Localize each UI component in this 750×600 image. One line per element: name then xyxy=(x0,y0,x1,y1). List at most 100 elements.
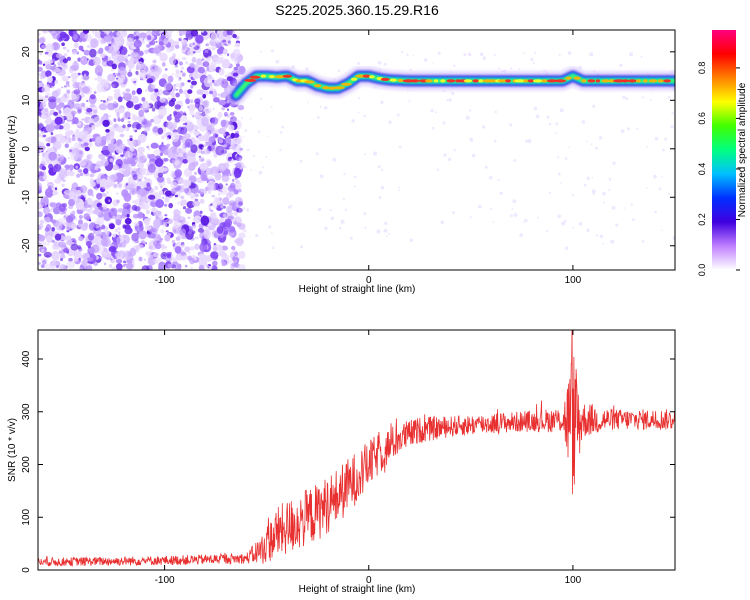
noise-speckle xyxy=(218,34,224,42)
noise-speckle xyxy=(215,216,219,220)
noise-speckle xyxy=(166,180,173,185)
noise-speckle xyxy=(125,88,131,93)
noise-speckle xyxy=(103,30,110,35)
noise-speckle-faint xyxy=(260,50,262,53)
noise-speckle xyxy=(54,79,58,85)
noise-speckle xyxy=(51,240,56,243)
noise-speckle xyxy=(122,96,125,99)
noise-speckle-faint xyxy=(353,175,357,179)
noise-speckle xyxy=(227,40,231,44)
noise-speckle xyxy=(225,75,227,77)
noise-speckle xyxy=(176,201,180,205)
noise-speckle xyxy=(120,214,127,219)
noise-speckle-faint xyxy=(555,122,559,126)
noise-speckle-faint xyxy=(519,233,524,238)
colorbar-label: Normalized spectral amplitude xyxy=(737,82,748,217)
noise-speckle xyxy=(134,129,138,133)
noise-speckle-faint xyxy=(661,176,663,178)
noise-speckle xyxy=(68,214,76,221)
noise-speckle xyxy=(179,89,183,94)
noise-speckle xyxy=(42,63,46,66)
noise-speckle xyxy=(43,175,48,181)
noise-speckle xyxy=(61,75,69,82)
noise-speckle xyxy=(43,206,50,215)
noise-speckle xyxy=(120,83,126,88)
noise-speckle xyxy=(109,207,118,216)
noise-speckle xyxy=(117,118,121,122)
spectrogram-y-tick-label: 0 xyxy=(21,146,32,152)
noise-speckle xyxy=(131,259,135,263)
noise-speckle xyxy=(163,38,169,45)
noise-speckle xyxy=(113,101,117,105)
noise-speckle xyxy=(111,63,118,70)
noise-speckle xyxy=(237,154,240,157)
noise-speckle xyxy=(237,104,245,111)
noise-speckle xyxy=(215,197,222,206)
noise-speckle xyxy=(127,71,133,77)
noise-speckle xyxy=(86,209,89,213)
noise-speckle xyxy=(85,240,92,247)
noise-speckle xyxy=(187,79,191,83)
noise-speckle xyxy=(188,37,192,40)
noise-speckle xyxy=(63,47,67,50)
noise-speckle xyxy=(128,69,131,72)
noise-speckle-faint xyxy=(572,226,575,229)
noise-speckle xyxy=(145,200,149,204)
noise-speckle xyxy=(118,231,121,235)
noise-speckle xyxy=(116,192,119,195)
noise-speckle-faint xyxy=(592,104,596,108)
noise-speckle xyxy=(214,56,222,65)
noise-speckle xyxy=(198,155,201,158)
noise-speckle xyxy=(136,61,145,70)
noise-speckle xyxy=(173,85,177,88)
noise-speckle xyxy=(213,82,218,87)
noise-speckle xyxy=(88,118,95,123)
noise-speckle-faint xyxy=(490,207,493,210)
noise-speckle-faint xyxy=(484,165,488,169)
noise-speckle-faint xyxy=(494,110,497,114)
noise-speckle xyxy=(233,210,238,216)
noise-speckle xyxy=(210,209,214,212)
noise-speckle xyxy=(113,118,117,122)
noise-speckle xyxy=(77,150,85,157)
noise-speckle xyxy=(166,121,174,129)
noise-speckle xyxy=(133,221,140,227)
noise-speckle xyxy=(227,53,230,57)
noise-speckle xyxy=(116,182,123,189)
noise-speckle-faint xyxy=(559,108,564,113)
noise-speckle xyxy=(89,103,96,108)
noise-speckle xyxy=(117,96,123,103)
noise-speckle-faint xyxy=(377,165,381,169)
noise-speckle xyxy=(41,152,47,158)
noise-speckle xyxy=(80,224,88,231)
noise-speckle xyxy=(166,137,170,140)
ridge-hotspot xyxy=(643,79,648,83)
noise-speckle xyxy=(197,135,207,142)
noise-speckle xyxy=(184,246,191,253)
noise-speckle xyxy=(162,73,168,80)
noise-speckle xyxy=(189,109,195,116)
noise-speckle xyxy=(234,143,238,147)
noise-speckle xyxy=(162,222,167,228)
noise-speckle xyxy=(42,134,47,138)
noise-speckle xyxy=(234,138,238,142)
noise-speckle xyxy=(81,58,85,61)
noise-speckle xyxy=(201,58,204,62)
noise-speckle xyxy=(190,99,194,104)
noise-speckle-faint xyxy=(641,240,645,243)
ridge-hotspot xyxy=(581,79,586,83)
noise-speckle-faint xyxy=(337,69,341,73)
noise-speckle xyxy=(167,75,174,83)
noise-speckle xyxy=(107,143,112,149)
spectrogram-x-tick-label: 100 xyxy=(565,275,582,286)
noise-speckle-faint xyxy=(431,126,435,130)
noise-speckle-faint xyxy=(636,127,639,131)
noise-speckle-faint xyxy=(564,219,567,223)
noise-speckle xyxy=(83,203,90,209)
noise-speckle xyxy=(62,92,70,103)
noise-speckle xyxy=(120,118,125,122)
noise-speckle xyxy=(192,51,196,54)
noise-speckle xyxy=(192,114,195,118)
noise-speckle xyxy=(155,197,158,200)
snr-x-axis-label: Height of straight line (km) xyxy=(299,584,416,595)
